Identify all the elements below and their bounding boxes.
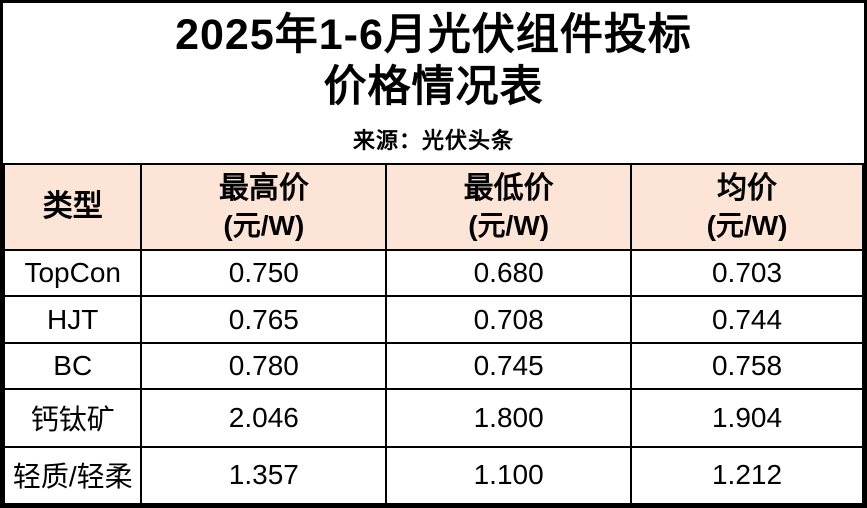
table-row-hjt: HJT 0.765 0.708 0.744 (3, 295, 864, 344)
column-header-min-price-label: 最低价 (463, 172, 554, 206)
column-header-min-price-unit: (元/W) (468, 210, 550, 242)
table-row-lightweight-flexible: 轻质/轻柔 1.357 1.100 1.212 (3, 445, 864, 505)
column-header-avg-price: 均价 (元/W) (630, 162, 864, 251)
cell-min-price: 0.680 (385, 248, 633, 298)
cell-min-price: 0.745 (385, 341, 633, 391)
table-row-perovskite: 钙钛矿 2.046 1.800 1.904 (3, 388, 864, 448)
title-block: 2025年1-6月光伏组件投标 价格情况表 来源：光伏头条 (3, 3, 864, 163)
page-title-line2: 价格情况表 (323, 63, 544, 112)
column-header-type-label: 类型 (42, 190, 103, 224)
table-row-bc: BC 0.780 0.745 0.758 (3, 341, 864, 391)
cell-avg-price: 0.744 (630, 295, 864, 344)
cell-avg-price: 0.703 (630, 248, 864, 298)
cell-type: HJT (3, 295, 143, 344)
cell-min-price: 0.708 (385, 295, 633, 344)
cell-max-price: 2.046 (140, 388, 388, 448)
page-title-line1: 2025年1-6月光伏组件投标 (175, 11, 692, 59)
column-header-type: 类型 (3, 162, 143, 251)
cell-max-price: 1.357 (140, 445, 388, 505)
cell-type: 钙钛矿 (3, 388, 143, 448)
page-title: 2025年1-6月光伏组件投标 价格情况表 (3, 9, 864, 114)
cell-min-price: 1.100 (385, 445, 633, 505)
column-header-min-price: 最低价 (元/W) (385, 162, 633, 251)
cell-type: 轻质/轻柔 (3, 445, 143, 505)
column-header-avg-price-unit: (元/W) (706, 210, 788, 242)
source-caption: 来源：光伏头条 (352, 127, 514, 153)
column-header-max-price: 最高价 (元/W) (140, 162, 388, 251)
price-table: 类型 最高价 (元/W) 最低价 (元/W) 均价 (元/W) TopCon (3, 162, 864, 505)
cell-avg-price: 1.904 (630, 388, 864, 448)
column-header-avg-price-label: 均价 (717, 172, 778, 206)
cell-max-price: 0.765 (140, 295, 388, 344)
table-header-row: 类型 最高价 (元/W) 最低价 (元/W) 均价 (元/W) (3, 162, 864, 251)
cell-type: BC (3, 341, 143, 391)
cell-type: TopCon (3, 248, 143, 298)
table-row-topcon: TopCon 0.750 0.680 0.703 (3, 248, 864, 298)
column-header-max-price-unit: (元/W) (223, 210, 305, 242)
cell-max-price: 0.750 (140, 248, 388, 298)
column-header-max-price-label: 最高价 (218, 172, 309, 206)
cell-max-price: 0.780 (140, 341, 388, 391)
cell-avg-price: 0.758 (630, 341, 864, 391)
cell-min-price: 1.800 (385, 388, 633, 448)
cell-avg-price: 1.212 (630, 445, 864, 505)
